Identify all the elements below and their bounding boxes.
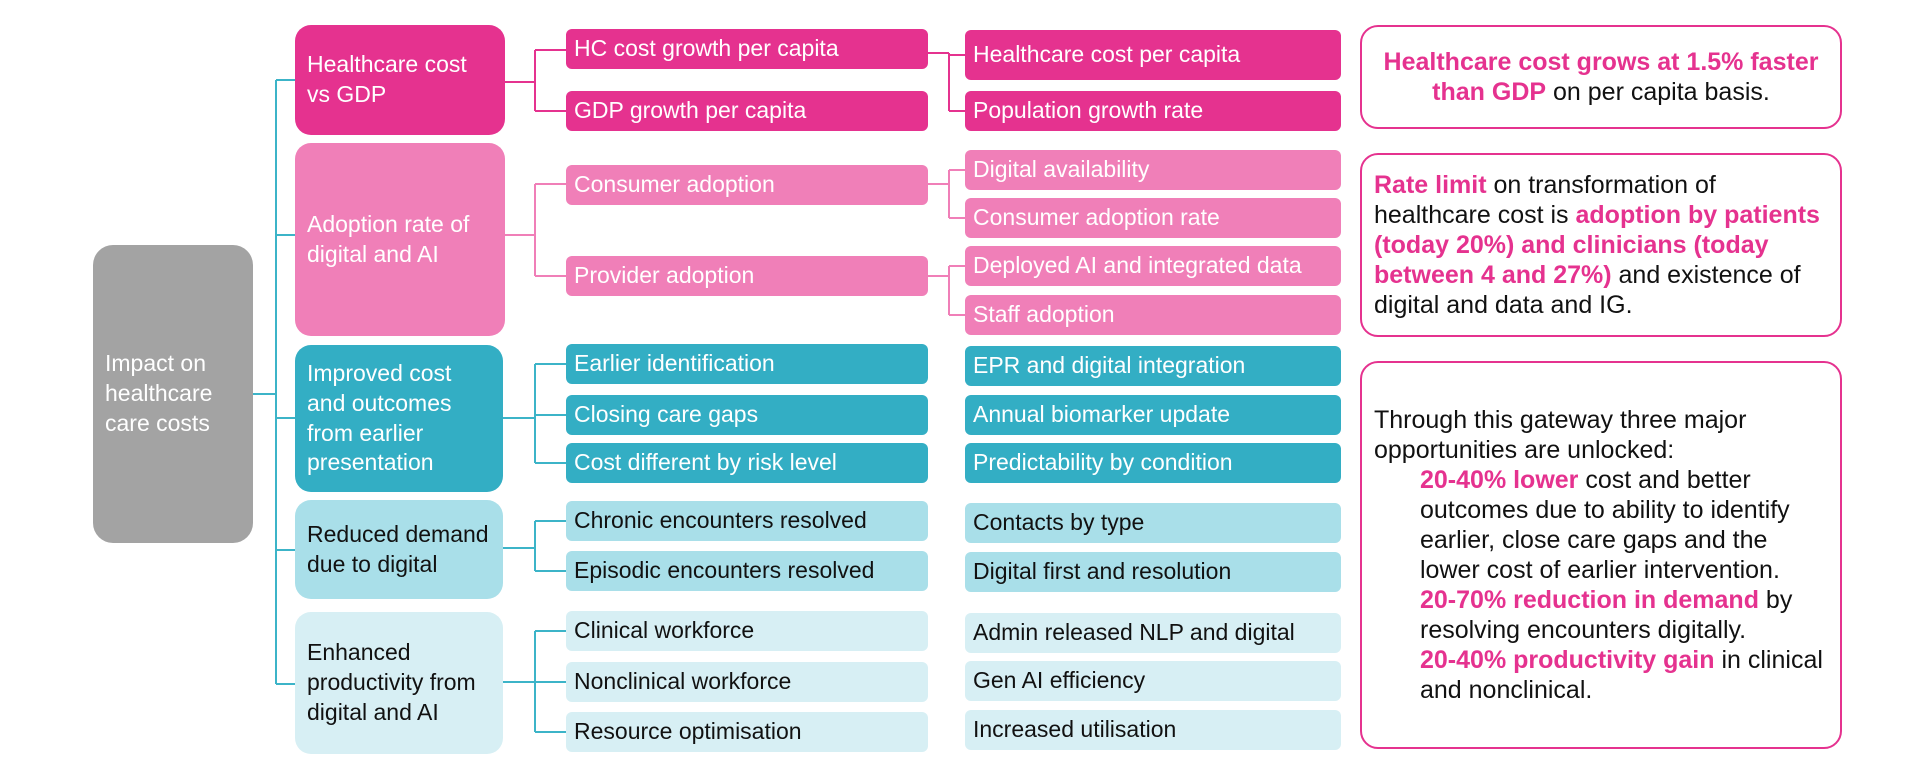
driver-adoption-rate: Adoption rate of digital and AI [295,143,505,336]
note-gdp-highlight-2: than GDP [1432,78,1547,106]
input-digital-first-resolution: Digital first and resolution [965,552,1341,592]
note-gateway-text: Through this gateway three major opportu… [1374,405,1828,705]
driver-label: Reduced demand due to digital [307,520,489,577]
input-label: Contacts by type [973,509,1145,536]
input-label: Population growth rate [973,97,1204,124]
metric-clinical-workforce: Clinical workforce [566,611,928,651]
note-gateway-item-1-body: cost and better outcomes due to ability … [1420,466,1790,584]
driver-enhanced-productivity: Enhanced productivity from digital and A… [295,612,503,754]
driver-label: Improved cost and outcomes from earlier … [307,359,452,476]
metric-label: Chronic encounters resolved [574,507,867,534]
metric-label: Consumer adoption [574,171,775,198]
input-healthcare-cost-per-capita: Healthcare cost per capita [965,30,1341,80]
input-deployed-ai: Deployed AI and integrated data [965,246,1341,286]
driver-label: Healthcare cost vs GDP [307,51,467,107]
metric-resource-optimisation: Resource optimisation [566,712,928,752]
driver-label: Enhanced productivity from digital and A… [307,639,476,725]
metric-label: Closing care gaps [574,401,759,428]
input-gen-ai-efficiency: Gen AI efficiency [965,661,1341,701]
metric-label: HC cost growth per capita [574,35,839,62]
metric-episodic-encounters: Episodic encounters resolved [566,551,928,591]
input-label: Digital first and resolution [973,558,1232,585]
input-label: Gen AI efficiency [973,667,1146,694]
note-gdp-text: Healthcare cost grows at 1.5% faster tha… [1384,47,1819,107]
note-gateway-item-1-highlight: 20-40% lower [1420,466,1579,494]
input-label: Admin released NLP and digital [973,619,1295,646]
note-adoption-body-1: on transformation of healthcare cost is [1374,171,1716,229]
metric-cost-by-risk-level: Cost different by risk level [566,443,928,483]
input-predictability-by-condition: Predictability by condition [965,443,1341,483]
input-consumer-adoption-rate: Consumer adoption rate [965,198,1341,238]
metric-label: Clinical workforce [574,617,755,644]
input-label: Annual biomarker update [973,401,1230,428]
note-adoption-text: Rate limit on transformation of healthca… [1374,170,1828,320]
driver-reduced-demand: Reduced demand due to digital [295,500,503,599]
input-epr-digital-integration: EPR and digital integration [965,346,1341,386]
note-gateway-item-2: 20-70% reduction in demand by resolving … [1374,585,1828,645]
input-label: Consumer adoption rate [973,204,1220,231]
input-label: EPR and digital integration [973,352,1246,379]
input-increased-utilisation: Increased utilisation [965,710,1341,750]
metric-label: Nonclinical workforce [574,668,792,695]
input-label: Predictability by condition [973,449,1233,476]
driver-earlier-presentation: Improved cost and outcomes from earlier … [295,345,503,492]
metric-label: Provider adoption [574,262,755,289]
root-node: Impact on healthcare care costs [93,245,253,543]
input-label: Staff adoption [973,301,1115,328]
input-admin-released: Admin released NLP and digital [965,613,1341,653]
input-contacts-by-type: Contacts by type [965,503,1341,543]
input-digital-availability: Digital availability [965,150,1341,190]
input-annual-biomarker-update: Annual biomarker update [965,395,1341,435]
note-gateway: Through this gateway three major opportu… [1360,361,1842,749]
note-gateway-item-3-body: in clinical and nonclinical. [1420,646,1823,704]
root-label: Impact on healthcare care costs [105,350,213,436]
input-label: Increased utilisation [973,716,1177,743]
note-gateway-intro: Through this gateway three major opportu… [1374,406,1747,464]
metric-hc-cost-growth: HC cost growth per capita [566,29,928,69]
metric-label: GDP growth per capita [574,97,807,124]
note-gateway-item-1: 20-40% lower cost and better outcomes du… [1374,465,1828,585]
note-adoption-highlight-2: adoption by patients (today 20%) and cli… [1374,201,1820,289]
note-adoption: Rate limit on transformation of healthca… [1360,153,1842,337]
note-gdp-body: on per capita basis. [1546,78,1770,106]
driver-label: Adoption rate of digital and AI [307,210,470,267]
metric-chronic-encounters: Chronic encounters resolved [566,501,928,541]
note-gdp-highlight-1: Healthcare cost grows at 1.5% faster [1383,48,1819,76]
metric-label: Resource optimisation [574,718,802,745]
driver-healthcare-cost-vs-gdp: Healthcare cost vs GDP [295,25,505,135]
metric-earlier-identification: Earlier identification [566,344,928,384]
note-gateway-item-2-body: by resolving encounters digitally. [1420,586,1793,644]
note-gateway-item-3: 20-40% productivity gain in clinical and… [1374,645,1828,705]
note-gdp: Healthcare cost grows at 1.5% faster tha… [1360,25,1842,129]
metric-provider-adoption: Provider adoption [566,256,928,296]
input-label: Healthcare cost per capita [973,41,1241,68]
metric-gdp-growth: GDP growth per capita [566,91,928,131]
input-staff-adoption: Staff adoption [965,295,1341,335]
metric-nonclinical-workforce: Nonclinical workforce [566,662,928,702]
input-population-growth-rate: Population growth rate [965,91,1341,131]
metric-label: Cost different by risk level [574,449,837,476]
note-gateway-item-2-highlight: 20-70% reduction in demand [1420,586,1759,614]
note-adoption-highlight-1: Rate limit [1374,171,1487,199]
metric-closing-care-gaps: Closing care gaps [566,395,928,435]
input-label: Deployed AI and integrated data [973,252,1302,279]
metric-label: Earlier identification [574,350,775,377]
metric-consumer-adoption: Consumer adoption [566,165,928,205]
note-adoption-body-2: and existence of digital and data and IG… [1374,261,1801,319]
metric-label: Episodic encounters resolved [574,557,875,584]
input-label: Digital availability [973,156,1150,183]
note-gateway-item-3-highlight: 20-40% productivity gain [1420,646,1715,674]
